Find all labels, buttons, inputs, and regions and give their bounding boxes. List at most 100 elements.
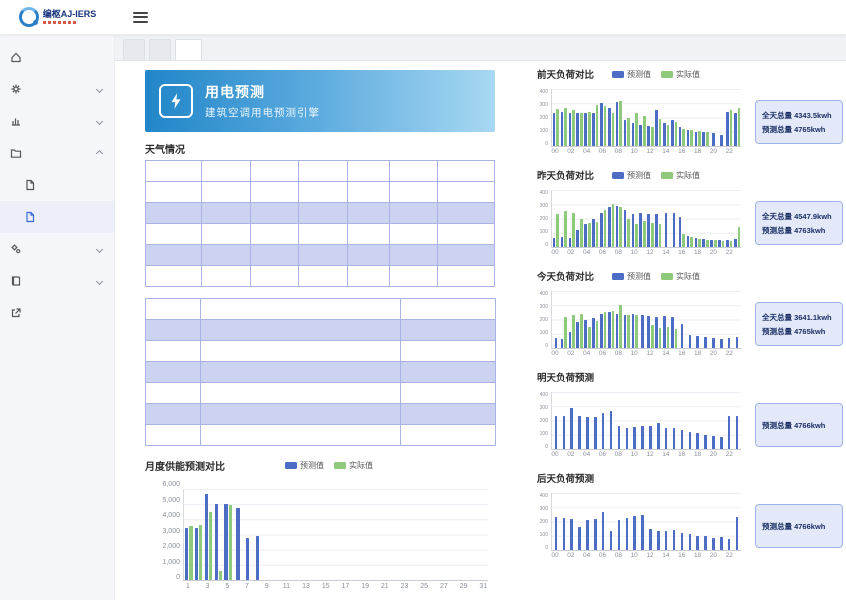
io-row[interactable] [145,403,496,425]
bar-预测值-07[interactable] [607,312,611,348]
bar-预测值-18[interactable] [696,535,699,550]
sidebar-item-display-pages[interactable] [0,137,114,169]
bar-预测值-22[interactable] [727,338,731,348]
bar-预测值-23[interactable] [733,239,737,247]
bar-实际值-11[interactable] [643,221,646,247]
bar-预测值-10[interactable] [631,123,635,146]
bar-预测值-22[interactable] [726,111,729,146]
bar-预测值-18[interactable] [694,131,698,146]
bar-预测值-13[interactable] [657,423,660,449]
bar-实际值-03[interactable] [580,113,583,146]
weather-row[interactable] [144,265,495,287]
bar-实际值-07[interactable] [611,204,615,247]
bar-预测值-02[interactable] [568,112,572,146]
bar-预测值-07[interactable] [609,531,613,550]
bar-预测值-20[interactable] [712,133,715,146]
io-row[interactable] [145,424,496,446]
bar-预测值-17[interactable] [688,534,692,550]
bar-预测值-04[interactable] [586,520,589,550]
bar-预测值-14[interactable] [663,123,666,146]
bar-预测值-13[interactable] [655,214,658,247]
bar-预测值-07[interactable] [609,410,613,449]
bar-实际值-07[interactable] [611,310,615,348]
bar-实际值-01[interactable] [564,211,567,247]
bar-预测值-20[interactable] [712,338,715,348]
bar-实际值-12[interactable] [650,127,654,146]
bar-预测值-21[interactable] [720,338,723,348]
bar-实际值-17[interactable] [690,130,693,146]
bar-预测值-18[interactable] [694,238,698,247]
bar-预测值-05[interactable] [594,519,597,550]
sidebar-item-log-mgmt[interactable] [0,265,114,297]
bar-预测值-07[interactable] [607,207,611,247]
bar-预测值-08[interactable] [615,205,619,247]
bar-预测值-12[interactable] [647,126,650,146]
bar-预测值-12[interactable] [649,528,652,550]
bar-实际值-05[interactable] [595,104,599,146]
bar-预测值-23[interactable] [735,517,739,550]
bar-实际值-03[interactable] [580,218,583,247]
bar-实际值-19[interactable] [706,239,709,247]
sidebar-item-system-mgmt[interactable] [0,73,114,105]
sidebar-item-dvadmin-site[interactable] [0,297,114,329]
bar-实际值-19[interactable] [706,131,709,146]
bar-预测值-00[interactable] [554,338,558,348]
bar-预测值-14[interactable] [663,315,666,348]
bar-预测值-19[interactable] [704,536,707,550]
sidebar-item-energy-forecast[interactable] [0,169,114,201]
bar-预测值-06[interactable] [600,212,603,247]
bar-实际值-23[interactable] [737,227,741,247]
bar-预测值-6[interactable] [236,507,240,580]
bar-实际值-06[interactable] [603,312,607,348]
bar-预测值-00[interactable] [554,517,558,550]
bar-预测值-17[interactable] [688,335,692,348]
bar-实际值-06[interactable] [603,106,607,146]
sidebar-item-power-forecast[interactable] [0,201,114,233]
bar-实际值-01[interactable] [564,108,567,146]
bar-实际值-01[interactable] [564,316,567,348]
bar-实际值-10[interactable] [635,224,638,247]
bar-预测值-03[interactable] [576,113,580,146]
bar-实际值-11[interactable] [643,116,646,146]
bar-预测值-01[interactable] [560,237,564,247]
bar-预测值-03[interactable] [578,416,581,449]
bar-预测值-00[interactable] [554,416,558,449]
bar-预测值-16[interactable] [680,323,684,348]
bar-预测值-23[interactable] [735,415,739,449]
bar-实际值-14[interactable] [666,124,670,146]
bar-预测值-11[interactable] [641,515,644,550]
bar-预测值-17[interactable] [686,129,690,146]
sidebar-item-general-config[interactable] [0,233,114,265]
bar-预测值-10[interactable] [633,426,636,449]
bar-预测值-01[interactable] [560,339,564,348]
bar-预测值-7[interactable] [246,537,250,580]
bar-预测值-16[interactable] [680,532,684,550]
bar-预测值-04[interactable] [584,319,587,348]
bar-预测值-01[interactable] [562,415,566,449]
bar-预测值-01[interactable] [560,111,564,146]
bar-实际值-2[interactable] [199,524,203,580]
bar-预测值-1[interactable] [185,528,189,580]
bar-预测值-12[interactable] [647,214,650,247]
bar-预测值-02[interactable] [570,407,573,449]
bar-实际值-18[interactable] [698,239,701,247]
bar-预测值-18[interactable] [696,335,699,348]
bar-实际值-12[interactable] [650,325,654,348]
bar-预测值-08[interactable] [617,520,621,550]
bar-预测值-15[interactable] [670,316,674,348]
bar-预测值-2[interactable] [195,528,199,580]
bar-实际值-05[interactable] [595,222,599,247]
bar-预测值-20[interactable] [710,239,713,247]
bar-预测值-15[interactable] [672,212,676,247]
bar-预测值-02[interactable] [568,332,572,348]
bar-预测值-21[interactable] [718,239,721,247]
bar-预测值-05[interactable] [594,416,597,449]
bar-实际值-04[interactable] [587,326,591,348]
bar-实际值-13[interactable] [658,328,662,348]
bar-预测值-21[interactable] [720,436,723,449]
bar-实际值-22[interactable] [729,110,733,146]
bar-预测值-8[interactable] [256,536,260,580]
bar-预测值-10[interactable] [633,515,636,550]
bar-实际值-15[interactable] [674,329,678,348]
bar-实际值-22[interactable] [729,240,733,247]
